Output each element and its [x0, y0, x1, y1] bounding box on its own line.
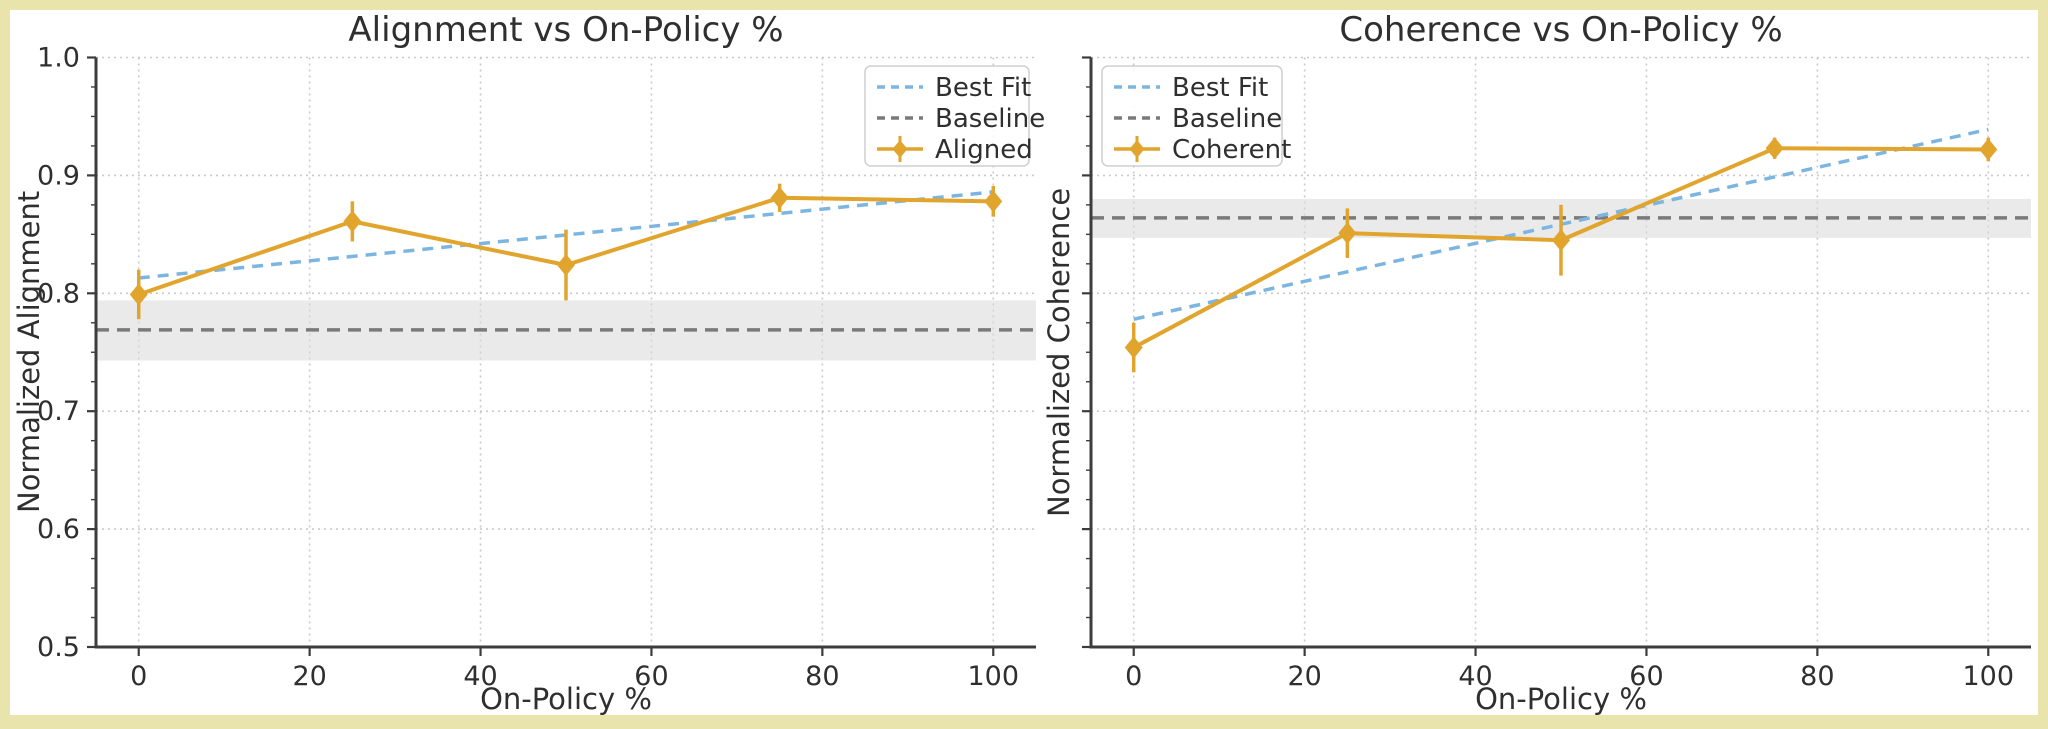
left-x-tick-label: 80	[805, 661, 839, 692]
aligned-marker	[343, 210, 362, 233]
left-y-tick-label: 0.8	[37, 278, 80, 309]
left-x-tick-label: 20	[292, 661, 326, 692]
right-x-tick-label: 40	[1458, 661, 1492, 692]
right-chart-title: Coherence vs On-Policy %	[1339, 10, 1783, 50]
left-legend-label: Aligned	[935, 135, 1033, 165]
left-y-tick-label: 0.9	[37, 160, 80, 191]
aligned-marker	[984, 190, 1003, 213]
coherent-marker	[1124, 336, 1143, 359]
right-axis-ticks	[1082, 56, 1990, 656]
right-tick-labels: 0 20 40 60 80 100	[1125, 661, 2014, 692]
left-chart-title: Alignment vs On-Policy %	[348, 10, 784, 50]
coherent-marker	[1338, 222, 1357, 245]
right-legend-entry: Baseline	[1114, 104, 1282, 134]
right-legend-entry: Coherent	[1114, 135, 1291, 165]
left-axes-spines	[94, 57, 1036, 649]
left-x-axis-label: On-Policy %	[480, 682, 652, 716]
left-legend-label: Best Fit	[935, 73, 1031, 103]
right-x-tick-label: 0	[1125, 661, 1142, 692]
left-x-tick-label: 40	[463, 661, 497, 692]
right-legend-label: Baseline	[1172, 104, 1282, 134]
left-legend-entry: Best Fit	[877, 73, 1031, 103]
left-legend-box	[864, 65, 1030, 167]
left-legend-entry: Baseline	[877, 104, 1045, 134]
left-x-tick-label: 60	[634, 661, 668, 692]
aligned-marker	[129, 283, 148, 306]
right-legend-label: Coherent	[1172, 135, 1291, 165]
aligned-marker	[770, 186, 789, 209]
aligned-marker	[557, 254, 575, 277]
left-x-tick-label: 0	[130, 661, 147, 692]
right-x-tick-label: 20	[1287, 661, 1321, 692]
coherent-marker	[1765, 137, 1784, 160]
coherent-marker	[1552, 229, 1570, 252]
right-x-tick-label: 60	[1629, 661, 1663, 692]
left-axis-ticks	[87, 56, 995, 656]
left-tick-labels: 0 20 40 60 80 100 0.5 0.6 0.7 0.8 0.9 1.0	[37, 43, 1019, 693]
left-y-tick-label: 0.7	[37, 396, 80, 427]
left-y-tick-label: 1.0	[37, 43, 80, 74]
left-best-fit-line	[138, 190, 994, 280]
right-legend-entry: Best Fit	[1114, 73, 1268, 103]
left-x-tick-label: 100	[967, 661, 1019, 692]
aligned-series	[129, 183, 1003, 320]
right-x-tick-label: 100	[1962, 661, 2014, 692]
coherent-marker	[1979, 138, 1998, 161]
right-legend-box	[1101, 65, 1283, 167]
right-axes-spines	[1089, 57, 2031, 649]
left-y-tick-label: 0.6	[37, 514, 80, 545]
left-legend-entry: Aligned	[877, 135, 1033, 165]
left-y-tick-label: 0.5	[37, 632, 80, 663]
left-chart: 0 20 40 60 80 100 0.5 0.6 0.7 0.8 0.9 1.0 Best FitBa…	[37, 43, 1045, 693]
coherent-series	[1124, 137, 1998, 373]
right-x-tick-label: 80	[1800, 661, 1834, 692]
right-legend-label: Best Fit	[1172, 73, 1268, 103]
right-x-axis-label: On-Policy %	[1475, 682, 1647, 716]
left-legend-label: Baseline	[935, 104, 1045, 134]
